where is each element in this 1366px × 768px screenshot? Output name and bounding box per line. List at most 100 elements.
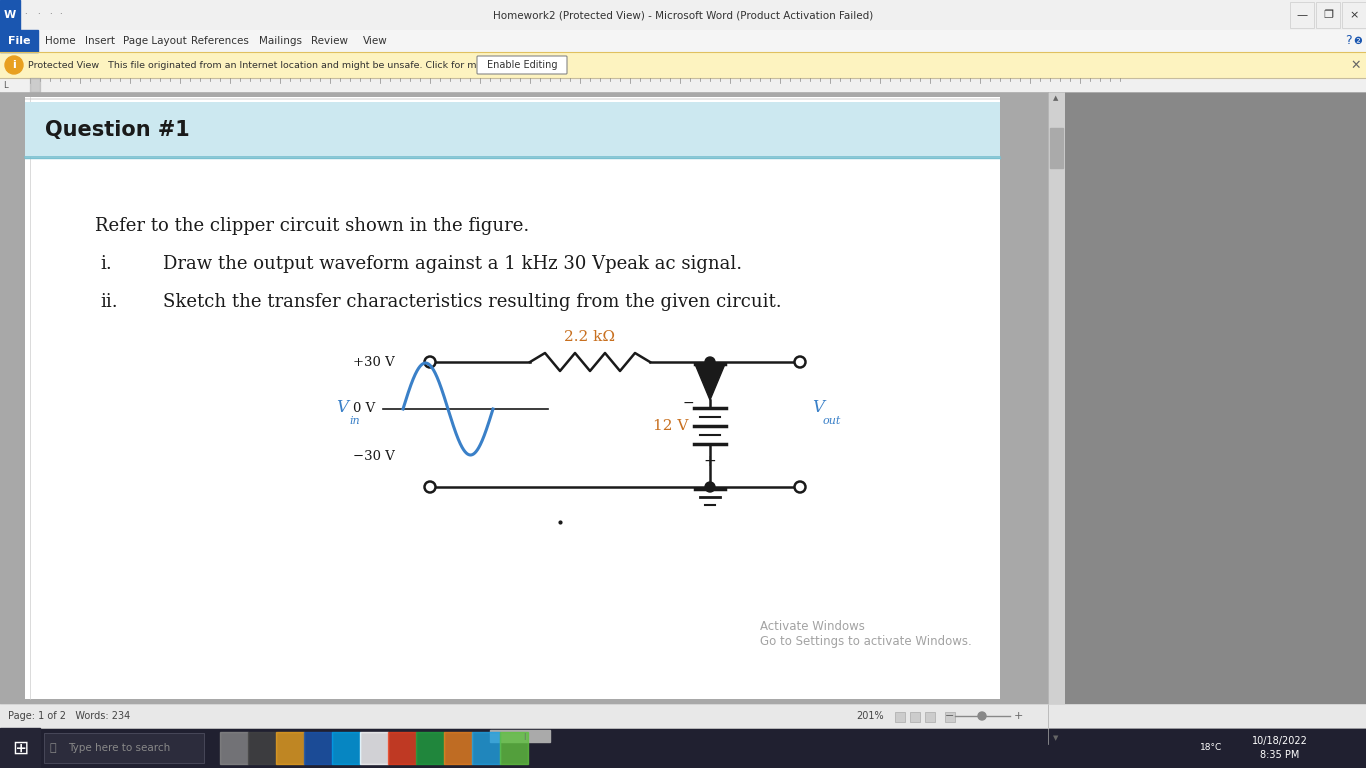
Text: +30 V: +30 V xyxy=(352,356,395,369)
Text: ?: ? xyxy=(1344,35,1351,48)
Bar xyxy=(388,732,417,764)
Bar xyxy=(1290,2,1314,28)
Bar xyxy=(0,728,1048,744)
Bar xyxy=(945,712,955,722)
Bar xyxy=(0,704,1366,728)
Text: Activate Windows
Go to Settings to activate Windows.: Activate Windows Go to Settings to activ… xyxy=(759,620,971,648)
Text: W: W xyxy=(4,10,16,20)
Polygon shape xyxy=(695,364,725,400)
Bar xyxy=(361,732,388,764)
Text: −: − xyxy=(945,711,955,721)
Circle shape xyxy=(978,712,986,720)
Text: 2.2 kΩ: 2.2 kΩ xyxy=(564,330,616,344)
Circle shape xyxy=(425,482,436,492)
Text: Page: 1 of 2   Words: 234: Page: 1 of 2 Words: 234 xyxy=(8,711,130,721)
FancyBboxPatch shape xyxy=(477,56,567,74)
Bar xyxy=(1048,92,1065,744)
Text: Mailings: Mailings xyxy=(258,36,302,46)
Text: Page Layout: Page Layout xyxy=(123,36,187,46)
Text: 201%: 201% xyxy=(856,711,884,721)
Text: 12 V: 12 V xyxy=(653,419,688,433)
Bar xyxy=(1050,128,1063,168)
Text: −30 V: −30 V xyxy=(352,449,395,462)
Text: Type here to search: Type here to search xyxy=(68,743,171,753)
Circle shape xyxy=(795,356,806,368)
Bar xyxy=(910,712,919,722)
Text: |: | xyxy=(523,733,525,740)
Circle shape xyxy=(425,356,436,368)
Text: 10/18/2022: 10/18/2022 xyxy=(1253,736,1307,746)
Text: Home: Home xyxy=(45,36,75,46)
Bar xyxy=(30,78,40,92)
Bar xyxy=(0,728,1366,768)
Bar xyxy=(444,732,473,764)
Text: Refer to the clipper circuit shown in the figure.: Refer to the clipper circuit shown in th… xyxy=(96,217,529,235)
Bar xyxy=(417,732,444,764)
Bar xyxy=(895,712,906,722)
Bar xyxy=(0,728,40,768)
Bar xyxy=(249,732,276,764)
Text: ·: · xyxy=(23,11,26,19)
Bar xyxy=(490,730,550,742)
Bar xyxy=(305,732,332,764)
Text: 8:35 PM: 8:35 PM xyxy=(1261,750,1299,760)
Bar xyxy=(0,0,20,30)
Bar xyxy=(925,712,934,722)
Text: View: View xyxy=(362,36,388,46)
Text: 18°C: 18°C xyxy=(1199,743,1223,753)
Text: 0 V: 0 V xyxy=(352,402,376,415)
Text: Protected View   This file originated from an Internet location and might be uns: Protected View This file originated from… xyxy=(27,61,530,69)
Bar xyxy=(0,30,1366,52)
Text: ⊞: ⊞ xyxy=(12,739,29,757)
Text: V: V xyxy=(336,399,348,416)
Bar xyxy=(1315,2,1340,28)
Text: 🔍: 🔍 xyxy=(51,743,56,753)
Text: +: + xyxy=(1014,711,1023,721)
Text: ▼: ▼ xyxy=(1053,735,1059,741)
Text: —: — xyxy=(1296,10,1307,20)
Text: Draw the output waveform against a 1 kHz 30 Vpeak ac signal.: Draw the output waveform against a 1 kHz… xyxy=(163,255,742,273)
Text: ·: · xyxy=(49,11,52,19)
Bar xyxy=(220,732,249,764)
Text: Homework2 (Protected View) - Microsoft Word (Product Activation Failed): Homework2 (Protected View) - Microsoft W… xyxy=(493,10,873,20)
Text: Review: Review xyxy=(311,36,348,46)
Bar xyxy=(0,0,1366,30)
Text: Enable Editing: Enable Editing xyxy=(486,60,557,70)
Text: ·: · xyxy=(59,11,61,19)
Bar xyxy=(500,732,529,764)
Bar xyxy=(25,102,1000,157)
Text: V: V xyxy=(811,399,824,416)
Text: out: out xyxy=(822,416,841,426)
Bar xyxy=(473,732,500,764)
Text: File: File xyxy=(8,36,30,46)
Text: ❷: ❷ xyxy=(1354,36,1362,46)
Text: ii.: ii. xyxy=(100,293,117,311)
Text: ·: · xyxy=(37,11,40,19)
Text: ✕: ✕ xyxy=(1351,58,1362,71)
Text: References: References xyxy=(191,36,249,46)
Bar xyxy=(276,732,305,764)
Text: in: in xyxy=(348,416,359,426)
Circle shape xyxy=(795,482,806,492)
Bar xyxy=(332,732,361,764)
Bar xyxy=(1341,2,1366,28)
Text: i.: i. xyxy=(100,255,112,273)
Text: ▲: ▲ xyxy=(1053,95,1059,101)
Text: +: + xyxy=(703,454,716,469)
Text: L: L xyxy=(3,81,7,90)
Bar xyxy=(0,78,1366,92)
Bar xyxy=(0,52,1366,78)
Bar xyxy=(25,97,1000,699)
Text: Sketch the transfer characteristics resulting from the given circuit.: Sketch the transfer characteristics resu… xyxy=(163,293,781,311)
Text: ×: × xyxy=(1350,10,1359,20)
Text: Question #1: Question #1 xyxy=(45,120,190,140)
Text: ❐: ❐ xyxy=(1324,10,1333,20)
Text: −: − xyxy=(682,396,694,410)
Circle shape xyxy=(705,482,714,492)
Circle shape xyxy=(705,357,714,367)
Bar xyxy=(44,733,204,763)
Text: Insert: Insert xyxy=(85,36,115,46)
Bar xyxy=(0,30,38,52)
Bar xyxy=(0,92,1048,704)
Text: i: i xyxy=(12,60,16,70)
